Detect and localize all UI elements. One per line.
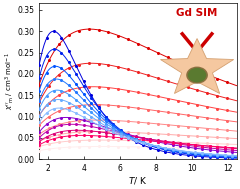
Circle shape (186, 67, 208, 84)
Text: Gd SIM: Gd SIM (176, 8, 218, 18)
Y-axis label: $\chi''_{\rm m}$ / cm$^3$ mol$^{-1}$: $\chi''_{\rm m}$ / cm$^3$ mol$^{-1}$ (3, 53, 16, 110)
Circle shape (188, 68, 206, 82)
Polygon shape (161, 39, 234, 94)
X-axis label: $T$/ K: $T$/ K (128, 174, 148, 186)
